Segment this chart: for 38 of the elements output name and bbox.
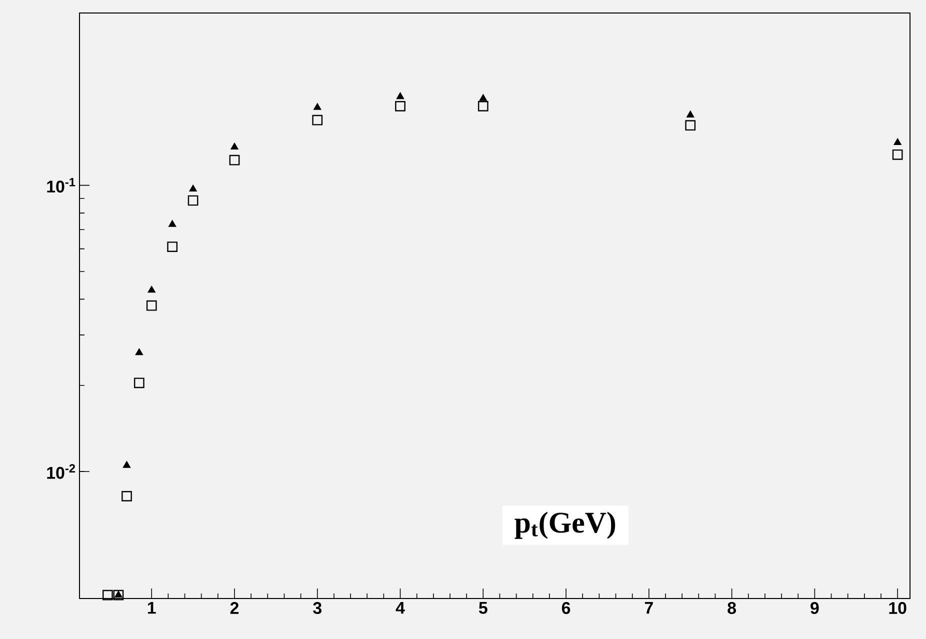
point — [135, 348, 143, 356]
point — [123, 461, 130, 468]
point — [312, 114, 323, 126]
point — [396, 92, 404, 100]
point — [229, 154, 240, 166]
x-axis-title: p$_{t}$(GeV) — [514, 512, 616, 539]
x-tick-label: 10 — [889, 602, 906, 614]
point — [168, 220, 176, 227]
x-tick-label: 7 — [644, 602, 653, 614]
point — [113, 590, 124, 600]
x-tick-label: 4 — [396, 602, 405, 614]
point — [479, 94, 487, 101]
point — [894, 138, 902, 146]
point — [114, 590, 122, 598]
y-tick-label: 10$^{-1}$ — [47, 178, 76, 193]
point — [892, 149, 903, 160]
point — [188, 195, 198, 206]
point — [167, 242, 178, 252]
point — [122, 491, 132, 502]
point — [478, 101, 488, 112]
x-tick-label: 6 — [562, 602, 570, 614]
x-tick-label: 9 — [810, 602, 819, 614]
point — [102, 590, 113, 600]
point — [314, 103, 322, 110]
x-tick-label: 2 — [230, 602, 239, 614]
x-tick-label: 5 — [478, 602, 488, 614]
x-tick-label: 1 — [148, 602, 156, 614]
point — [230, 142, 238, 150]
point — [685, 120, 696, 131]
x-tick-label: 3 — [313, 602, 322, 614]
point — [395, 101, 406, 112]
x-tick-label: 8 — [728, 602, 736, 614]
point — [148, 286, 156, 293]
y-tick-label: 10$^{-2}$ — [47, 464, 76, 479]
point — [134, 378, 144, 388]
point — [189, 184, 197, 192]
point — [146, 300, 157, 311]
point — [686, 110, 694, 118]
